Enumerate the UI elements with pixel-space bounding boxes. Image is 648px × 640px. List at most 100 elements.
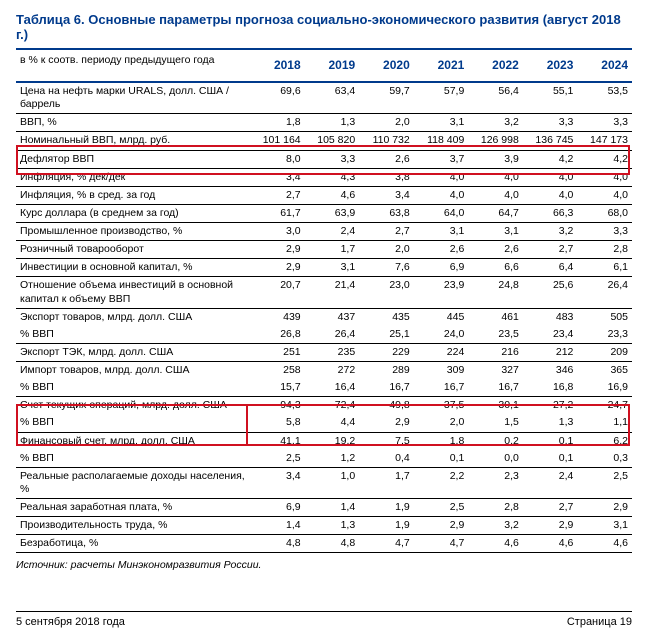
cell-value: 505 — [577, 308, 632, 326]
cell-value: 2,9 — [250, 259, 305, 277]
cell-value: 4,4 — [305, 414, 360, 432]
cell-value: 1,4 — [305, 499, 360, 517]
cell-value: 1,8 — [250, 114, 305, 132]
cell-value: 59,7 — [359, 82, 414, 114]
cell-value: 118 409 — [414, 132, 469, 150]
cell-value: 2,5 — [577, 467, 632, 498]
row-label: Инвестиции в основной капитал, % — [16, 259, 250, 277]
table-row: Курс доллара (в среднем за год)61,763,96… — [16, 204, 632, 222]
cell-value: 0,3 — [577, 450, 632, 468]
table-row: Производительность труда, %1,41,31,92,93… — [16, 517, 632, 535]
cell-value: 4,6 — [468, 535, 523, 553]
cell-value: 4,0 — [468, 168, 523, 186]
row-label: Импорт товаров, млрд. долл. США — [16, 362, 250, 380]
table-row: Розничный товарооборот2,91,72,02,62,62,7… — [16, 241, 632, 259]
cell-value: 3,2 — [523, 223, 578, 241]
cell-value: 3,3 — [577, 114, 632, 132]
cell-value: 56,4 — [468, 82, 523, 114]
cell-value: 224 — [414, 343, 469, 361]
cell-value: 21,4 — [305, 277, 360, 308]
cell-value: 2,7 — [250, 186, 305, 204]
cell-value: 0,2 — [468, 432, 523, 450]
cell-value: 66,3 — [523, 204, 578, 222]
cell-value: 445 — [414, 308, 469, 326]
table-row: Экспорт товаров, млрд. долл. США43943743… — [16, 308, 632, 326]
row-label: Инфляция, % в сред. за год — [16, 186, 250, 204]
cell-value: 63,8 — [359, 204, 414, 222]
col-year: 2022 — [468, 49, 523, 82]
cell-value: 19,2 — [305, 432, 360, 450]
cell-value: 251 — [250, 343, 305, 361]
cell-value: 4,0 — [468, 186, 523, 204]
cell-value: 4,0 — [523, 186, 578, 204]
table-row: Инфляция, % в сред. за год2,74,63,44,04,… — [16, 186, 632, 204]
cell-value: 1,0 — [305, 467, 360, 498]
row-label: Безработица, % — [16, 535, 250, 553]
footer-date: 5 сентября 2018 года — [16, 616, 125, 628]
cell-value: 1,1 — [577, 414, 632, 432]
row-label: % ВВП — [16, 379, 250, 397]
row-label: Финансовый счет, млрд. долл. США — [16, 432, 250, 450]
row-label: Отношение объема инвестиций в основной к… — [16, 277, 250, 308]
cell-value: 4,8 — [250, 535, 305, 553]
cell-value: 3,0 — [250, 223, 305, 241]
cell-value: 2,5 — [414, 499, 469, 517]
cell-value: 0,1 — [523, 432, 578, 450]
cell-value: 72,4 — [305, 397, 360, 415]
cell-value: 4,2 — [577, 150, 632, 168]
cell-value: 6,6 — [468, 259, 523, 277]
table-row: Импорт товаров, млрд. долл. США258272289… — [16, 362, 632, 380]
table-row: % ВВП2,51,20,40,10,00,10,3 — [16, 450, 632, 468]
cell-value: 4,0 — [577, 168, 632, 186]
cell-value: 3,8 — [359, 168, 414, 186]
cell-value: 209 — [577, 343, 632, 361]
table-row: Счет текущих операций, млрд. долл. США94… — [16, 397, 632, 415]
cell-value: 1,7 — [305, 241, 360, 259]
cell-value: 105 820 — [305, 132, 360, 150]
cell-value: 23,3 — [577, 326, 632, 344]
cell-value: 69,6 — [250, 82, 305, 114]
cell-value: 16,9 — [577, 379, 632, 397]
cell-value: 1,9 — [359, 499, 414, 517]
cell-value: 2,6 — [468, 241, 523, 259]
cell-value: 4,8 — [305, 535, 360, 553]
cell-value: 4,0 — [414, 186, 469, 204]
cell-value: 4,0 — [414, 168, 469, 186]
cell-value: 101 164 — [250, 132, 305, 150]
cell-value: 24,0 — [414, 326, 469, 344]
row-label: Реальная заработная плата, % — [16, 499, 250, 517]
cell-value: 20,7 — [250, 277, 305, 308]
cell-value: 0,0 — [468, 450, 523, 468]
cell-value: 1,2 — [305, 450, 360, 468]
col-year: 2023 — [523, 49, 578, 82]
row-label: % ВВП — [16, 326, 250, 344]
cell-value: 2,6 — [414, 241, 469, 259]
cell-value: 0,1 — [414, 450, 469, 468]
cell-value: 3,3 — [577, 223, 632, 241]
cell-value: 272 — [305, 362, 360, 380]
table-row: % ВВП26,826,425,124,023,523,423,3 — [16, 326, 632, 344]
cell-value: 64,7 — [468, 204, 523, 222]
header-label: в % к соотв. периоду предыдущего года — [16, 49, 250, 82]
cell-value: 3,1 — [577, 517, 632, 535]
cell-value: 7,6 — [359, 259, 414, 277]
row-label: Розничный товарооборот — [16, 241, 250, 259]
cell-value: 212 — [523, 343, 578, 361]
cell-value: 64,0 — [414, 204, 469, 222]
cell-value: 3,1 — [414, 114, 469, 132]
cell-value: 327 — [468, 362, 523, 380]
table-row: Номинальный ВВП, млрд. руб.101 164105 82… — [16, 132, 632, 150]
table-row: Реальные располагаемые доходы населения,… — [16, 467, 632, 498]
cell-value: 1,3 — [305, 114, 360, 132]
row-label: Номинальный ВВП, млрд. руб. — [16, 132, 250, 150]
cell-value: 68,0 — [577, 204, 632, 222]
cell-value: 4,3 — [305, 168, 360, 186]
cell-value: 24,8 — [468, 277, 523, 308]
row-label: Промышленное производство, % — [16, 223, 250, 241]
table-row: Реальная заработная плата, %6,91,41,92,5… — [16, 499, 632, 517]
cell-value: 2,8 — [468, 499, 523, 517]
cell-value: 6,2 — [577, 432, 632, 450]
forecast-table: в % к соотв. периоду предыдущего года 20… — [16, 48, 632, 553]
cell-value: 2,9 — [359, 414, 414, 432]
cell-value: 3,2 — [468, 114, 523, 132]
